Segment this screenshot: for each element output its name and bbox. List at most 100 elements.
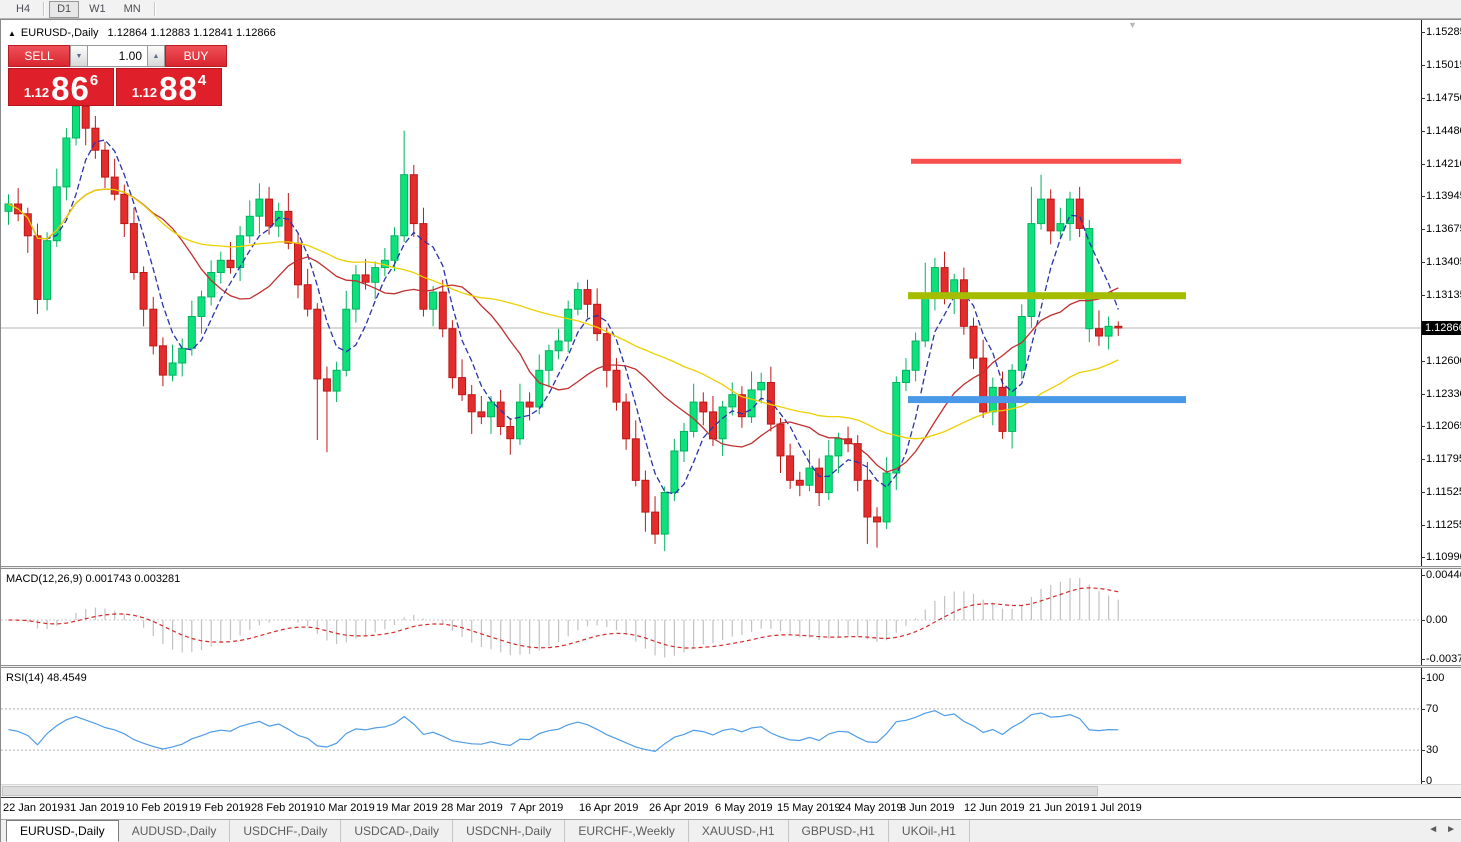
sell-price-pip: 6 (89, 72, 99, 89)
price-axis-label: 1.11795 (1421, 453, 1461, 466)
rsi-axis[interactable]: 100 70 30 0 (1420, 668, 1461, 787)
date-axis-label: 31 Jan 2019 (64, 802, 125, 814)
tab-scroll-left-icon[interactable]: ◄ (1428, 824, 1439, 835)
price-axis-label: 1.10990 (1421, 551, 1461, 564)
symbol-title: EURUSD-,Daily (20, 27, 99, 39)
price-axis-label: 1.15015 (1421, 59, 1461, 72)
resistance-line-red[interactable] (911, 158, 1181, 164)
spinner-up-icon: ▲ (152, 52, 160, 60)
tab-eurusd-daily[interactable]: EURUSD-,Daily (6, 820, 119, 842)
timeframe-button-mn[interactable]: MN (123, 2, 141, 15)
date-axis-label: 24 May 2019 (839, 802, 903, 814)
price-axis-label: 1.14210 (1421, 158, 1461, 171)
date-axis-label: 15 May 2019 (777, 802, 841, 814)
date-axis-label: 12 Jun 2019 (964, 802, 1025, 814)
price-axis-label: 1.13405 (1421, 256, 1461, 269)
date-axis-label: 10 Feb 2019 (126, 802, 188, 814)
price-chart-area[interactable]: ▲ EURUSD-,Daily 1.12864 1.12883 1.12841 1.… (1, 20, 1421, 566)
date-axis-label: 19 Mar 2019 (376, 802, 438, 814)
toolbar-separator (43, 2, 45, 16)
sell-price-box[interactable]: 1.12 86 6 (8, 68, 114, 106)
ma-mid-red (8, 188, 1119, 473)
timeframe-button-w1[interactable]: W1 (89, 2, 106, 15)
rsi-axis-label: 30 (1420, 744, 1439, 756)
price-axis-label: 1.14750 (1421, 92, 1461, 105)
date-axis-label: 28 Feb 2019 (251, 802, 313, 814)
ma-slow-yellow (8, 188, 1119, 440)
tab-eurchf-weekly[interactable]: EURCHF-,Weekly (565, 820, 689, 842)
candlesticks (4, 98, 1123, 552)
rsi-svg[interactable] (1, 668, 1421, 784)
rsi-chart-area[interactable]: RSI(14) 48.4549 (1, 668, 1421, 784)
date-axis-label: 28 Mar 2019 (441, 802, 503, 814)
buy-price-pip: 4 (197, 72, 207, 89)
date-axis-label: 6 May 2019 (715, 802, 773, 814)
macd-signal-line (8, 587, 1119, 649)
tab-scroll-right-icon[interactable]: ► (1446, 824, 1456, 835)
macd-axis[interactable]: 0.004465 0.00 -0.003715 (1420, 569, 1461, 665)
volume-input[interactable] (88, 45, 147, 67)
current-price-tag: 1.12866 (1422, 321, 1461, 335)
chart-tab-bar: EURUSD-,Daily AUDUSD-,Daily USDCHF-,Daily U… (1, 819, 1461, 842)
date-axis[interactable]: 22 Jan 2019 31 Jan 2019 10 Feb 2019 19 Feb … (1, 797, 1461, 819)
date-axis-label: 21 Jun 2019 (1029, 802, 1090, 814)
price-axis-label: 1.13945 (1421, 190, 1461, 203)
chart-title: ▲ EURUSD-,Daily 1.12864 1.12883 1.12841 1.… (8, 27, 276, 39)
tab-scroll-arrows: ◄ ► (1428, 824, 1456, 835)
tab-usdcad-daily[interactable]: USDCAD-,Daily (341, 820, 454, 842)
tab-ukoil-h1[interactable]: UKOil-,H1 (889, 820, 970, 842)
date-axis-label: 7 Apr 2019 (510, 802, 564, 814)
macd-label: MACD(12,26,9) 0.001743 0.003281 (6, 573, 181, 585)
buy-button[interactable]: BUY (165, 45, 227, 67)
tab-usdchf-daily[interactable]: USDCHF-,Daily (230, 820, 342, 842)
timeframe-button-h4[interactable]: H4 (16, 2, 31, 15)
macd-chart-area[interactable]: MACD(12,26,9) 0.001743 0.003281 (1, 569, 1421, 665)
tab-usdcnh-daily[interactable]: USDCNH-,Daily (453, 820, 566, 842)
rsi-axis-label: 100 (1420, 672, 1445, 684)
buy-price-prefix: 1.12 (131, 85, 158, 100)
price-axis-label: 1.12600 (1421, 355, 1461, 368)
date-axis-label: 19 Feb 2019 (189, 802, 251, 814)
date-axis-label: 10 Mar 2019 (313, 802, 375, 814)
price-axis-label: 1.14480 (1421, 125, 1461, 138)
sell-price-prefix: 1.12 (23, 85, 50, 100)
date-axis-label: 3 Jun 2019 (900, 802, 955, 814)
chart-window: ▲ EURUSD-,Daily 1.12864 1.12883 1.12841 1.… (0, 19, 1461, 842)
price-chart-svg[interactable] (1, 20, 1421, 566)
macd-axis-label: 0.00 (1420, 614, 1448, 626)
support-line-blue[interactable] (908, 396, 1186, 404)
tab-audusd-daily[interactable]: AUDUSD-,Daily (119, 820, 231, 842)
main-pane: ▲ EURUSD-,Daily 1.12864 1.12883 1.12841 1.… (1, 20, 1461, 566)
date-axis-label: 16 Apr 2019 (579, 802, 639, 814)
ma-fast-blue (8, 139, 1119, 495)
scrollbar-thumb[interactable] (2, 786, 1098, 796)
sell-price-big: 86 (51, 69, 90, 107)
macd-svg[interactable] (1, 569, 1421, 665)
timeframe-button-d1[interactable]: D1 (49, 0, 80, 18)
price-axis[interactable]: 1.12866 1.15285 1.15015 1.14750 1.14480 1.14… (1421, 20, 1461, 566)
buy-price-big: 88 (159, 69, 198, 107)
tab-xauusd-h1[interactable]: XAUUSD-,H1 (689, 820, 789, 842)
macd-axis-label: 0.004465 (1421, 569, 1461, 582)
rsi-axis-label: 0 (1420, 775, 1433, 787)
macd-pane: MACD(12,26,9) 0.001743 0.003281 0.004465… (1, 569, 1461, 665)
tab-gbpusd-h1[interactable]: GBPUSD-,H1 (789, 820, 889, 842)
rsi-line (8, 710, 1119, 753)
date-axis-label: 22 Jan 2019 (3, 802, 64, 814)
volume-increase-button[interactable]: ▲ (147, 45, 165, 67)
rsi-axis-label: 70 (1420, 703, 1439, 715)
price-axis-label: 1.13675 (1421, 223, 1461, 236)
ohlc-values: 1.12864 1.12883 1.12841 1.12866 (107, 27, 276, 39)
pane-splitter[interactable] (1, 566, 1461, 569)
mid-line-olive[interactable] (908, 292, 1186, 300)
sell-button[interactable]: SELL (8, 45, 70, 67)
spinner-down-icon: ▼ (75, 52, 83, 60)
chart-shift-marker-icon[interactable]: ▼ (1128, 20, 1137, 30)
pane-splitter[interactable] (1, 665, 1461, 668)
price-axis-label: 1.13135 (1421, 289, 1461, 302)
horizontal-scrollbar[interactable] (1, 784, 1461, 797)
buy-price-box[interactable]: 1.12 88 4 (116, 68, 222, 106)
collapse-triangle-icon[interactable]: ▲ (8, 29, 16, 38)
volume-decrease-button[interactable]: ▼ (70, 45, 88, 67)
